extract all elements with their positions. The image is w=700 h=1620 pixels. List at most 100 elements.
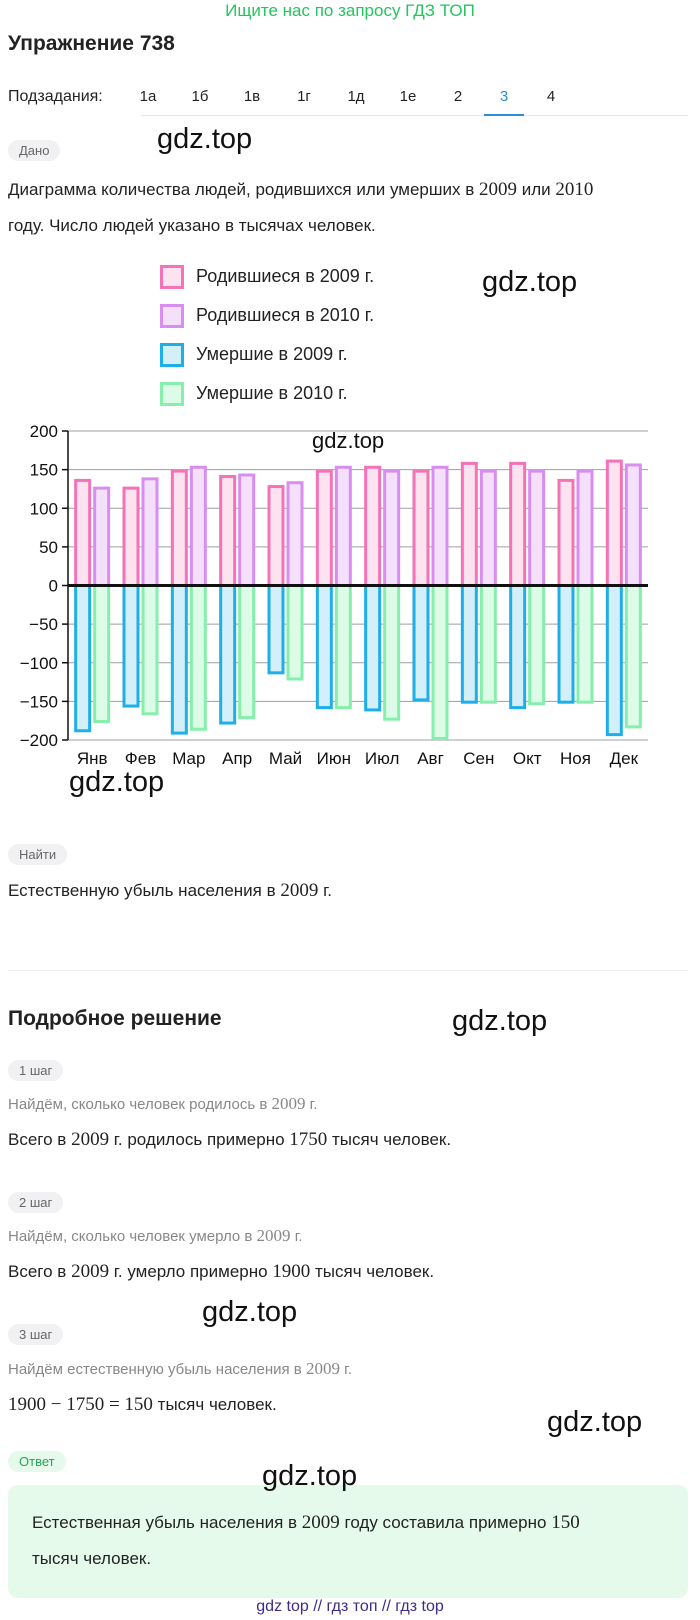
answer-box: Естественная убыль населения в 2009 году… [8,1485,688,1598]
bar-died-2009 [509,584,527,710]
legend-swatch-died-2010 [160,382,184,406]
bar-born-2009 [412,469,430,587]
bar-born-2009 [219,475,237,587]
answer-pill: Ответ [8,1451,66,1472]
legend-label-died-2010: Умершие в 2010 г. [196,383,348,403]
bar-died-2009 [605,584,623,737]
x-tick-label: Мар [172,749,205,768]
bar-died-2010 [576,584,594,704]
legend-label-died-2009: Умершие в 2009 г. [196,344,348,364]
watermark: gdz.top [482,266,578,298]
step-1-pill: 1 шаг [8,1060,64,1081]
watermark: gdz.top [312,428,385,453]
solution-title: Подробное решение [8,1007,222,1030]
bar-died-2009 [460,584,478,704]
bar-born-2009 [364,465,382,588]
bar-born-2010 [93,486,111,587]
legend-swatch-born-2010 [160,304,184,328]
footer-links[interactable]: gdz top // гдз топ // гдз top [256,1598,444,1615]
tab-1g[interactable]: 1г [297,88,311,105]
tab-1e[interactable]: 1е [399,88,417,105]
given-pill: Дано [8,140,61,161]
step-1-hint: Найдём, сколько человек родилось в 2009 … [8,1094,318,1114]
bar-born-2010 [334,465,352,588]
answer-value: 150 [551,1512,580,1533]
step-1-text: Всего в 2009 г. родилось примерно 1750 т… [8,1122,451,1158]
bar-died-2009 [74,584,92,733]
y-tick-label: −200 [20,731,58,750]
bar-born-2009 [267,485,285,587]
step-1-text-c: тысяч человек. [327,1130,452,1149]
y-tick-label: 200 [30,422,58,441]
step-3-badge: 3 шаг [8,1324,64,1345]
bar-born-2009 [74,478,92,588]
step-3-formula: 1900 − 1750 = 150 [8,1394,153,1415]
bar-died-2010 [383,584,401,721]
y-tick-label: −100 [20,654,58,673]
tab-3[interactable]: 3 [484,88,524,116]
bar-died-2010 [528,584,546,706]
bar-died-2010 [431,584,449,740]
bar-died-2009 [412,584,430,702]
find-pill: Найти [8,844,68,865]
tab-1b[interactable]: 1б [191,88,209,105]
bar-died-2010 [141,584,159,716]
step-3-hint-a: Найдём естественную убыль населения в [8,1361,306,1378]
step-1-badge: 1 шаг [8,1060,64,1081]
x-tick-label: Май [269,749,302,768]
legend-label-born-2010: Родившиеся в 2010 г. [196,305,375,325]
bar-born-2010 [238,473,256,587]
given-line2: году. Число людей указано в тысячах чело… [8,216,376,235]
bar-born-2010 [431,465,449,588]
step-2-text-a: Всего в [8,1262,72,1281]
step-1-hint-year: 2009 [271,1094,306,1113]
legend-swatch-born-2009 [160,265,184,289]
y-tick-label: 0 [49,577,58,596]
bar-born-2009 [605,459,623,588]
page-title: Упражнение 738 [8,32,175,55]
x-tick-label: Сен [463,749,494,768]
answer-text-b: году составила примерно [339,1513,552,1532]
tab-4[interactable]: 4 [546,88,556,105]
bar-died-2009 [122,584,140,708]
bar-died-2010 [93,584,111,724]
step-2-year: 2009 [71,1261,110,1282]
step-2-text: Всего в 2009 г. умерло примерно 1900 тыс… [8,1254,434,1290]
x-tick-label: Июл [365,749,400,768]
find-text-b: г. [318,881,332,900]
bar-born-2009 [122,486,140,587]
answer-badge: Ответ [8,1451,66,1472]
bar-died-2010 [334,584,352,710]
tab-1d[interactable]: 1д [347,88,365,105]
bar-died-2009 [170,584,188,735]
step-2-text-b: г. умерло примерно [109,1262,273,1281]
step-2-badge: 2 шаг [8,1192,64,1213]
tab-2[interactable]: 2 [453,88,463,105]
bar-born-2010 [624,463,642,587]
bar-died-2010 [238,584,256,720]
x-tick-label: Янв [77,749,108,768]
step-2-hint-a: Найдём, сколько человек умерло в [8,1228,257,1245]
step-1-hint-a: Найдём, сколько человек родилось в [8,1096,272,1113]
find-badge: Найти [8,844,68,865]
watermark: gdz.top [452,1005,548,1037]
promo-banner[interactable]: Ищите нас по запросу ГДЗ ТОП [225,1,475,20]
bar-died-2010 [624,584,642,729]
bar-died-2009 [364,584,382,712]
bar-born-2010 [141,477,159,587]
bar-died-2010 [286,584,304,681]
bar-born-2009 [170,469,188,587]
step-2-pill: 2 шаг [8,1192,64,1213]
watermark: gdz.top [547,1406,643,1438]
answer-text: Естественная убыль населения в 2009 году… [32,1505,580,1577]
tab-1a[interactable]: 1а [139,88,157,105]
bar-born-2010 [383,469,401,587]
step-3-text: 1900 − 1750 = 150 тысяч человек. [8,1387,277,1423]
step-2-value: 1900 [272,1261,311,1282]
tab-1v[interactable]: 1в [243,88,261,105]
step-1-text-a: Всего в [8,1130,72,1149]
x-tick-label: Июн [317,749,351,768]
step-2-hint: Найдём, сколько человек умерло в 2009 г. [8,1226,303,1246]
y-tick-label: 100 [30,499,58,518]
find-year: 2009 [280,880,319,901]
